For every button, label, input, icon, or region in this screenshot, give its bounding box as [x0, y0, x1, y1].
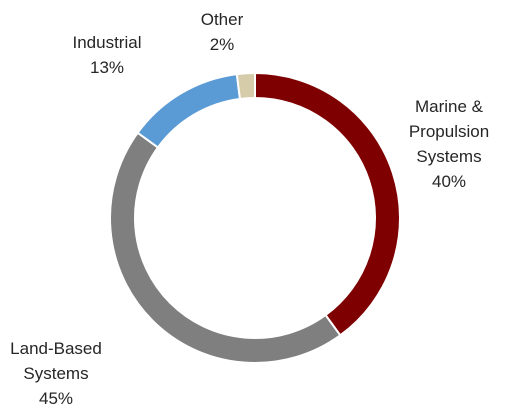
label-industrial-name-line-1: Industrial	[73, 33, 142, 52]
slice-other	[235, 71, 256, 101]
slice-labels: Marine & Propulsion Systems 40% Land-Based Sy…	[10, 10, 489, 408]
label-marine-and-propulsion-systems-name-line-2: Propulsion	[409, 122, 489, 141]
label-land-based-systems-value: 45%	[39, 389, 73, 408]
label-marine-and-propulsion-systems-name-line-1: Marine &	[415, 97, 484, 116]
label-other-name-line-1: Other	[201, 10, 244, 29]
slice-marine-and-propulsion-systems	[254, 71, 401, 337]
label-other-value: 2%	[210, 35, 235, 54]
donut-slices	[109, 71, 401, 364]
label-marine-and-propulsion-systems-value: 40%	[432, 172, 466, 191]
label-industrial-value: 13%	[90, 58, 124, 77]
label-marine-and-propulsion-systems-name-line-3: Systems	[416, 147, 481, 166]
label-land-based-systems-name-line-1: Land-Based	[10, 339, 102, 358]
slice-land-based-systems	[109, 131, 342, 364]
slice-industrial	[136, 73, 242, 149]
label-land-based-systems-name-line-2: Systems	[23, 364, 88, 383]
